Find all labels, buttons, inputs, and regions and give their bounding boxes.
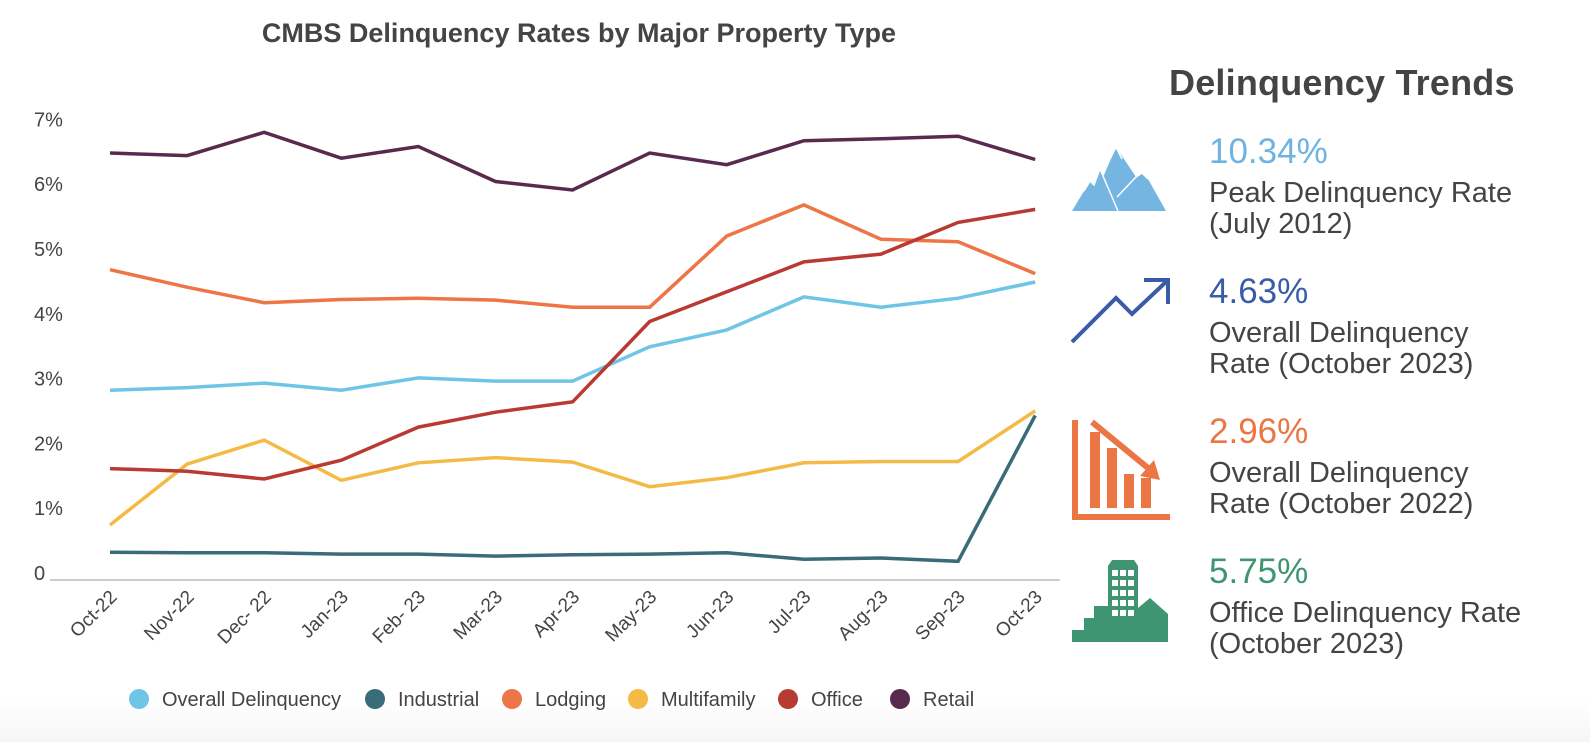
x-tick-label: Nov-22 [140, 587, 198, 645]
x-tick-label: Jul-23 [764, 587, 815, 638]
series-line-multifamily [108, 409, 1037, 527]
panel-title: Delinquency Trends [1169, 62, 1515, 103]
legend-label: Lodging [535, 689, 606, 711]
legend-marker [890, 689, 910, 709]
legend-label: Multifamily [661, 689, 755, 711]
stat-description: Overall Delinquency Rate (October 2023) [1209, 318, 1473, 380]
x-tick-label: Jan-23 [297, 587, 353, 643]
series-line-retail [109, 130, 1036, 192]
stat-overall-oct-2022: 2.96% Overall Delinquency Rate (October … [1070, 412, 1590, 552]
legend-label: Office [811, 689, 863, 711]
y-tick-label: 6% [34, 174, 63, 196]
x-tick-label: Sep-23 [911, 587, 969, 645]
office-building-icon [1072, 560, 1168, 642]
legend-label: Retail [923, 689, 974, 711]
stat-peak-rate: 10.34% Peak Delinquency Rate (July 2012) [1070, 132, 1590, 272]
legend-marker [778, 689, 798, 709]
y-tick-label: 7% [34, 109, 63, 131]
series-lines [108, 130, 1037, 564]
y-tick-label: 0 [34, 563, 45, 585]
legend-marker [365, 689, 385, 709]
legend-marker [628, 689, 648, 709]
line-chart: CMBS Delinquency Rates by Major Property… [34, 18, 1060, 711]
stat-description-line: (July 2012) [1209, 208, 1353, 240]
x-tick-label: Oct-22 [66, 587, 121, 642]
x-tick-label: Oct-23 [992, 587, 1047, 642]
stat-description-line: Rate (October 2023) [1209, 348, 1474, 380]
stat-value: 2.96% [1209, 412, 1309, 451]
legend-marker [129, 689, 149, 709]
series-line-lodging [109, 202, 1036, 309]
stat-value: 4.63% [1209, 272, 1309, 311]
stat-description-line: (October 2023) [1209, 628, 1405, 660]
mountain-peak-icon [1072, 145, 1166, 212]
x-tick-label: Feb- 23 [369, 587, 430, 648]
x-tick-label: Mar-23 [450, 587, 507, 644]
stat-office-oct-2023: 5.75% Office Delinquency Rate (October 2… [1070, 552, 1590, 692]
chart-title: CMBS Delinquency Rates by Major Property… [262, 18, 896, 48]
legend: Overall Delinquency Industrial Lodging Mult… [129, 689, 974, 711]
stat-description: Office Delinquency Rate (October 2023) [1209, 598, 1521, 660]
series-line-overall-delinquency [109, 280, 1036, 392]
stat-description-line: Overall Delinquency [1209, 317, 1469, 349]
y-tick-label: 1% [34, 498, 63, 520]
stat-description-line: Overall Delinquency [1209, 457, 1469, 489]
x-tick-label: Dec- 22 [214, 587, 276, 649]
x-tick-label: May-23 [602, 587, 662, 647]
series-line-office [109, 207, 1036, 481]
stat-description: Overall Delinquency Rate (October 2022) [1209, 458, 1473, 520]
legend-label: Industrial [398, 689, 479, 711]
stat-value: 10.34% [1209, 132, 1328, 171]
y-tick-label: 4% [34, 304, 63, 326]
x-tick-label: Aug-23 [834, 587, 892, 645]
legend-marker [502, 689, 522, 709]
stat-overall-oct-2023: 4.63% Overall Delinquency Rate (October … [1070, 272, 1590, 412]
stat-value: 5.75% [1209, 552, 1309, 591]
stat-description: Peak Delinquency Rate (July 2012) [1209, 178, 1512, 240]
bar-chart-down-icon [1072, 419, 1170, 520]
trend-up-arrow-icon [1070, 278, 1170, 344]
series-line-industrial [109, 414, 1037, 564]
x-tick-label: Apr-23 [529, 587, 584, 642]
stat-description-line: Rate (October 2022) [1209, 488, 1474, 520]
stat-description-line: Office Delinquency Rate [1209, 597, 1522, 629]
y-tick-label: 5% [34, 239, 63, 261]
legend-label: Overall Delinquency [162, 689, 341, 711]
stat-description-line: Peak Delinquency Rate [1209, 177, 1513, 209]
x-tick-label: Jun-23 [682, 587, 738, 643]
y-tick-label: 2% [34, 433, 63, 455]
y-tick-label: 3% [34, 369, 63, 391]
y-axis: 0 1% 2% 3% 4% 5% 6% 7% [34, 109, 63, 585]
x-axis: Oct-22 Nov-22 Dec- 22 Jan-23 Feb- 23 Mar-23 Ap… [66, 587, 1046, 649]
